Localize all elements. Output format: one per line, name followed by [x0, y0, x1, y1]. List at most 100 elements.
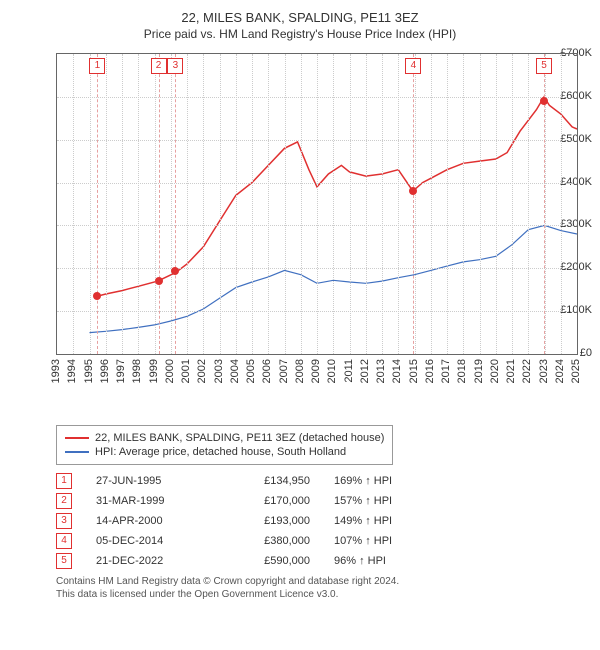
- footnote-line: This data is licensed under the Open Gov…: [56, 588, 592, 601]
- x-tick-label: 2004: [229, 359, 241, 383]
- series-line: [98, 97, 577, 296]
- sale-price: £380,000: [230, 535, 310, 547]
- sale-row: 231-MAR-1999£170,000157% ↑ HPI: [56, 493, 592, 509]
- sale-price: £193,000: [230, 515, 310, 527]
- gridline-v: [447, 54, 448, 354]
- gridline-v: [528, 54, 529, 354]
- x-tick-label: 2001: [180, 359, 192, 383]
- gridline-v: [106, 54, 107, 354]
- sale-data-point: [155, 277, 163, 285]
- sales-table: 1 27-JUN-1995 £134,950 169% ↑ HPI 2 31-MAR-19…: [56, 473, 592, 569]
- x-tick-label: 1994: [66, 359, 78, 383]
- x-tick-label: 2023: [538, 359, 550, 383]
- sale-data-point: [409, 187, 417, 195]
- gridline-v: [236, 54, 237, 354]
- sale-index-box: 2: [56, 493, 72, 509]
- gridline-v: [268, 54, 269, 354]
- gridline-v: [171, 54, 172, 354]
- gridline-v: [561, 54, 562, 354]
- sale-marker-line: [159, 54, 160, 354]
- gridline-v: [333, 54, 334, 354]
- sale-marker-box: 1: [89, 58, 105, 74]
- x-tick-label: 2012: [359, 359, 371, 383]
- sale-index-box: 3: [56, 513, 72, 529]
- sale-date: 05-DEC-2014: [96, 535, 206, 547]
- sale-price: £590,000: [230, 555, 310, 567]
- x-tick-label: 2010: [326, 359, 338, 383]
- gridline-v: [155, 54, 156, 354]
- sale-date: 14-APR-2000: [96, 515, 206, 527]
- sale-date: 27-JUN-1995: [96, 475, 206, 487]
- footnote-line: Contains HM Land Registry data © Crown c…: [56, 575, 592, 588]
- gridline-v: [398, 54, 399, 354]
- sale-index-box: 1: [56, 473, 72, 489]
- x-tick-label: 2024: [554, 359, 566, 383]
- gridline-v: [301, 54, 302, 354]
- sale-date: 31-MAR-1999: [96, 495, 206, 507]
- x-tick-label: 2013: [375, 359, 387, 383]
- sale-marker-line: [175, 54, 176, 354]
- gridline-v: [220, 54, 221, 354]
- x-tick-label: 1999: [148, 359, 160, 383]
- gridline-v: [252, 54, 253, 354]
- gridline-v: [203, 54, 204, 354]
- gridline-v: [90, 54, 91, 354]
- sale-hpi: 157% ↑ HPI: [334, 495, 444, 507]
- gridline-v: [496, 54, 497, 354]
- chart-subtitle: Price paid vs. HM Land Registry's House …: [8, 27, 592, 41]
- x-tick-label: 2025: [570, 359, 582, 383]
- legend-item: 22, MILES BANK, SPALDING, PE11 3EZ (deta…: [65, 432, 384, 444]
- x-tick-label: 2000: [164, 359, 176, 383]
- sale-price: £134,950: [230, 475, 310, 487]
- x-tick-label: 2017: [440, 359, 452, 383]
- footnote: Contains HM Land Registry data © Crown c…: [56, 575, 592, 601]
- gridline-v: [366, 54, 367, 354]
- sale-index-box: 5: [56, 553, 72, 569]
- x-tick-label: 2008: [294, 359, 306, 383]
- x-tick-label: 2015: [408, 359, 420, 383]
- legend-label: 22, MILES BANK, SPALDING, PE11 3EZ (deta…: [95, 432, 384, 444]
- gridline-v: [73, 54, 74, 354]
- x-tick-label: 2005: [245, 359, 257, 383]
- x-tick-label: 2009: [310, 359, 322, 383]
- legend-swatch: [65, 437, 89, 439]
- sale-marker-line: [97, 54, 98, 354]
- sale-hpi: 96% ↑ HPI: [334, 555, 444, 567]
- chart-container: £0£100K£200K£300K£400K£500K£600K£700K 12…: [8, 47, 592, 417]
- gridline-v: [463, 54, 464, 354]
- sale-hpi: 169% ↑ HPI: [334, 475, 444, 487]
- x-tick-label: 1996: [99, 359, 111, 383]
- x-tick-label: 2022: [521, 359, 533, 383]
- legend: 22, MILES BANK, SPALDING, PE11 3EZ (deta…: [56, 425, 393, 465]
- plot-area: 12345: [56, 53, 578, 355]
- gridline-v: [317, 54, 318, 354]
- sale-marker-box: 4: [405, 58, 421, 74]
- x-tick-label: 1993: [50, 359, 62, 383]
- x-tick-label: 2014: [391, 359, 403, 383]
- sale-marker-box: 5: [536, 58, 552, 74]
- sale-row: 314-APR-2000£193,000149% ↑ HPI: [56, 513, 592, 529]
- gridline-v: [415, 54, 416, 354]
- x-tick-label: 2018: [456, 359, 468, 383]
- x-tick-label: 1998: [131, 359, 143, 383]
- sale-hpi: 107% ↑ HPI: [334, 535, 444, 547]
- x-tick-label: 2011: [343, 359, 355, 383]
- x-tick-label: 1995: [83, 359, 95, 383]
- x-tick-label: 1997: [115, 359, 127, 383]
- gridline-v: [285, 54, 286, 354]
- sale-row: 4 05-DEC-2014 £380,000 107% ↑ HPI: [56, 533, 592, 549]
- sale-date: 21-DEC-2022: [96, 555, 206, 567]
- legend-label: HPI: Average price, detached house, Sout…: [95, 446, 346, 458]
- sale-index-box: 4: [56, 533, 72, 549]
- x-tick-label: 2019: [473, 359, 485, 383]
- gridline-v: [187, 54, 188, 354]
- sale-data-point: [540, 97, 548, 105]
- chart-title: 22, MILES BANK, SPALDING, PE11 3EZ: [8, 10, 592, 25]
- sale-row: 5 21-DEC-2022 £590,000 96% ↑ HPI: [56, 553, 592, 569]
- sale-marker-line: [413, 54, 414, 354]
- gridline-v: [350, 54, 351, 354]
- gridline-v: [512, 54, 513, 354]
- x-tick-label: 2016: [424, 359, 436, 383]
- x-tick-label: 2021: [505, 359, 517, 383]
- gridline-v: [382, 54, 383, 354]
